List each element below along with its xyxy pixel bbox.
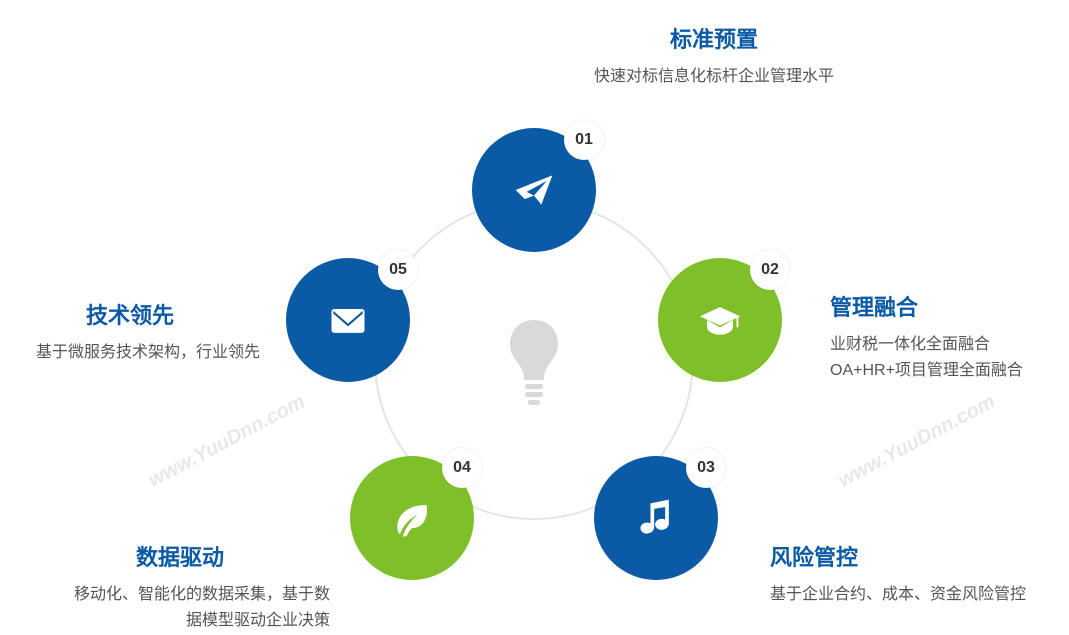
music-note-icon [634,496,678,540]
node-label-03: 风险管控基于企业合约、成本、资金风险管控 [770,540,1069,608]
node-title-04: 数据驱动 [30,540,330,572]
paper-plane-icon [512,168,556,212]
node-desc-04-line-1: 据模型驱动企业决策 [30,608,330,634]
node-desc-03-line-0: 基于企业合约、成本、资金风险管控 [770,582,1069,608]
node-desc-05-line-0: 基于微服务技术架构，行业领先 [0,340,260,366]
node-badge-03: 03 [686,448,726,488]
node-badge-01: 01 [564,120,604,160]
node-badge-05: 05 [378,250,418,290]
lightbulb-icon [506,314,562,406]
node-desc-02-line-1: OA+HR+项目管理全面融合 [830,358,1069,384]
node-label-05: 技术领先基于微服务技术架构，行业领先 [0,298,260,366]
node-label-01: 标准预置快速对标信息化标杆企业管理水平 [534,22,894,90]
node-badge-02: 02 [750,250,790,290]
node-desc-04-line-0: 移动化、智能化的数据采集，基于数 [30,582,330,608]
node-badge-04: 04 [442,448,482,488]
node-label-04: 数据驱动移动化、智能化的数据采集，基于数据模型驱动企业决策 [30,540,330,633]
leaf-icon [390,496,434,540]
node-title-03: 风险管控 [770,540,1069,572]
watermark-1: www.YuuDnn.com [835,390,999,492]
watermark-0: www.YuuDnn.com [145,390,309,492]
node-title-01: 标准预置 [534,22,894,54]
graduation-cap-icon [698,298,742,342]
node-title-05: 技术领先 [0,298,260,330]
node-label-02: 管理融合业财税一体化全面融合OA+HR+项目管理全面融合 [830,290,1069,383]
envelope-icon [326,298,370,342]
node-desc-01-line-0: 快速对标信息化标杆企业管理水平 [534,64,894,90]
node-desc-02-line-0: 业财税一体化全面融合 [830,332,1069,358]
node-title-02: 管理融合 [830,290,1069,322]
